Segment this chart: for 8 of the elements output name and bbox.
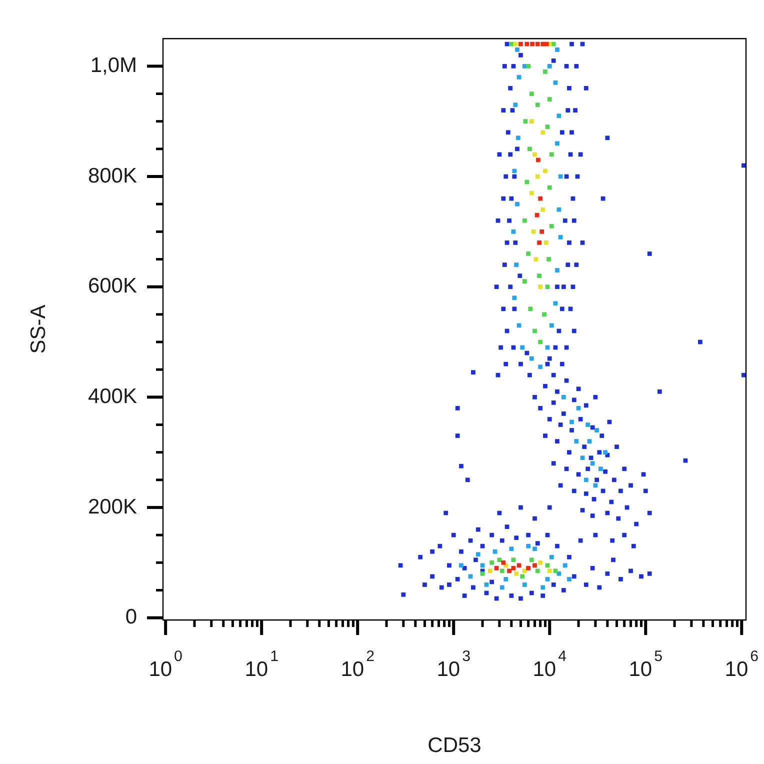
y-axis-title: SS-A — [27, 304, 50, 354]
y-tick-label: 800K — [88, 164, 137, 188]
y-tick-label: 200K — [88, 495, 137, 518]
y-tick-label: 0 — [125, 606, 137, 629]
x-axis-title: CD53 — [428, 734, 482, 757]
y-tick-label: 600K — [88, 274, 137, 298]
y-tick-label: 1,0M — [90, 54, 137, 77]
y-tick-label: 400K — [88, 384, 137, 408]
